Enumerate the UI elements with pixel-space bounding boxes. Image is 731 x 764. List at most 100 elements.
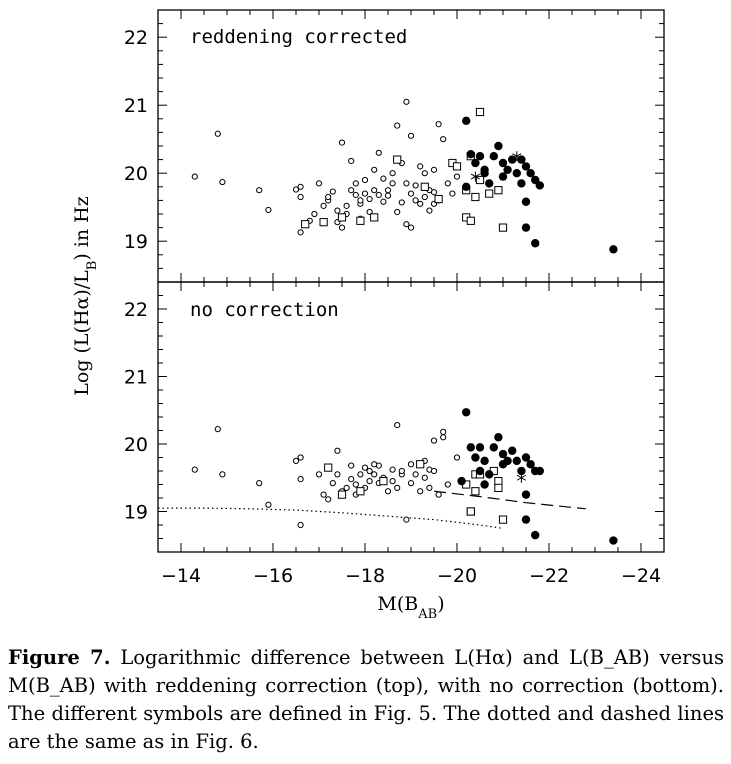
open-square-point: [471, 487, 480, 496]
open-circle-point: [352, 191, 359, 199]
filled-circle-point: [531, 239, 540, 248]
open-circle-point: [191, 173, 198, 180]
open-circle-point: [352, 180, 359, 187]
open-square-point: [494, 483, 503, 492]
open-circle-point: [265, 501, 272, 508]
data-points: [191, 98, 618, 545]
y-tick-label: 20: [124, 434, 148, 456]
y-axis-label: Log (L(Hα)/LB) in Hz: [71, 196, 100, 396]
open-square-point: [393, 155, 402, 164]
open-circle-point: [297, 476, 304, 483]
open-circle-point: [256, 480, 263, 487]
open-circle-point: [357, 197, 364, 204]
open-square-point: [356, 216, 365, 225]
open-circle-point: [338, 224, 346, 231]
open-circle-point: [384, 192, 392, 199]
open-circle-point: [389, 466, 396, 473]
filled-circle-point: [471, 453, 480, 462]
open-circle-point: [440, 136, 447, 143]
open-circle-point: [407, 461, 415, 468]
open-square-point: [466, 507, 475, 516]
open-circle-point: [361, 176, 369, 184]
filled-circle-point: [498, 172, 508, 181]
open-circle-point: [297, 193, 304, 201]
star-point: [470, 171, 480, 182]
open-circle-point: [348, 462, 355, 469]
filled-circle-point: [609, 536, 618, 545]
open-circle-point: [403, 98, 410, 105]
star-point: [512, 151, 522, 162]
open-circle-point: [398, 199, 405, 206]
open-square-point: [370, 213, 379, 222]
open-circle-point: [453, 454, 461, 461]
open-circle-point: [366, 467, 373, 475]
star-point: [516, 472, 526, 483]
open-circle-point: [265, 206, 272, 214]
open-circle-point: [417, 200, 424, 207]
open-circle-point: [449, 190, 456, 197]
open-circle-point: [430, 166, 438, 173]
open-square-point: [466, 216, 475, 225]
top-panel-frame: [157, 9, 665, 283]
open-square-point: [356, 487, 365, 496]
dashed-line: [433, 490, 586, 510]
open-circle-point: [394, 122, 401, 129]
filled-circle-point: [503, 165, 512, 174]
open-circle-point: [444, 481, 451, 488]
open-circle-point: [380, 198, 387, 205]
filled-circle-point: [521, 162, 531, 171]
open-circle-point: [329, 188, 336, 195]
y-tick-label: 21: [124, 95, 148, 117]
caption-text: Logarithmic difference between L(Hα) and…: [8, 646, 725, 753]
open-circle-point: [315, 471, 323, 478]
filled-circle-point: [526, 169, 535, 178]
open-circle-point: [343, 202, 350, 209]
open-square-point: [485, 189, 494, 198]
y-tick-label: 19: [124, 231, 148, 253]
filled-circle-point: [475, 466, 485, 476]
open-circle-point: [417, 488, 424, 495]
open-circle-point: [403, 180, 410, 187]
open-circle-point: [394, 422, 401, 429]
filled-circle-point: [494, 141, 503, 151]
open-circle-point: [412, 471, 419, 478]
open-square-point: [475, 107, 485, 117]
filled-circle-point: [526, 460, 535, 469]
filled-circle-point: [475, 443, 485, 452]
open-circle-point: [320, 491, 327, 498]
top-panel-annotation: reddening corrected: [190, 26, 407, 48]
open-circle-point: [334, 471, 341, 478]
x-tick-label: −14: [161, 565, 201, 587]
open-square-point: [471, 192, 480, 202]
open-circle-point: [440, 428, 447, 435]
open-square-point: [420, 182, 429, 191]
open-circle-point: [384, 488, 392, 495]
open-circle-point: [214, 130, 221, 137]
open-circle-point: [366, 195, 373, 203]
open-circle-point: [375, 149, 382, 156]
open-square-point: [498, 515, 508, 524]
open-circle-point: [348, 157, 355, 165]
filled-circle-point: [462, 182, 471, 191]
filled-circle-point: [531, 530, 540, 540]
filled-circle-point: [480, 169, 489, 178]
open-circle-point: [407, 224, 415, 231]
open-circle-point: [334, 447, 341, 454]
open-circle-point: [421, 474, 428, 481]
filled-circle-point: [462, 116, 471, 126]
caption-label: Figure 7.: [8, 646, 111, 669]
open-circle-point: [292, 457, 300, 464]
open-circle-point: [398, 467, 405, 475]
filled-circle-point: [485, 179, 494, 188]
open-circle-point: [444, 180, 451, 187]
filled-circle-point: [609, 245, 618, 254]
open-circle-point: [421, 193, 428, 201]
open-circle-point: [407, 132, 415, 139]
filled-circle-point: [512, 456, 521, 466]
open-circle-point: [407, 190, 415, 197]
open-square-point: [475, 175, 485, 185]
open-circle-point: [380, 175, 387, 182]
y-tick-label: 19: [124, 502, 148, 524]
filled-circle-point: [517, 179, 526, 188]
filled-circle-point: [466, 443, 475, 452]
